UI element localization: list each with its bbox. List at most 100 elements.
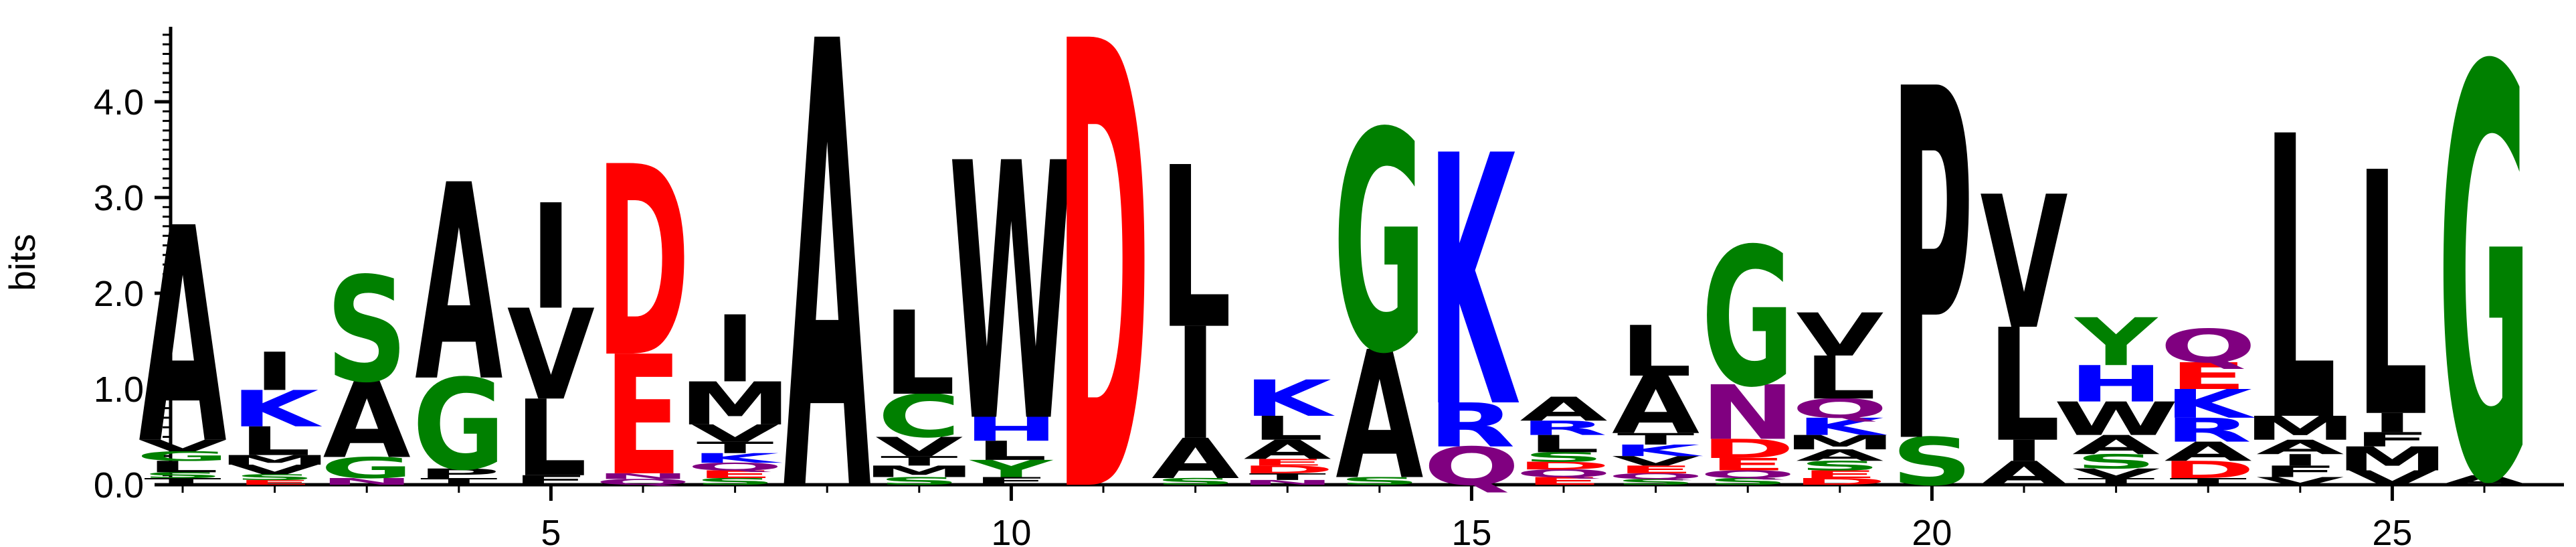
logo-letter-v: V — [2349, 467, 2436, 489]
logo-letter-y: Y — [968, 455, 1053, 483]
logo-letter-s: S — [1523, 450, 1604, 465]
logo-letter-w: W — [2053, 392, 2179, 446]
logo-letter-g: G — [1333, 70, 1426, 420]
logo-letter-r: R — [2165, 411, 2251, 449]
logo-letter-k: K — [1796, 413, 1888, 441]
logo-letter-n: N — [319, 476, 414, 487]
logo-letter-q: Q — [1699, 469, 1796, 481]
logo-letter-k: K — [1244, 370, 1336, 428]
y-tick-label: 1.0 — [94, 370, 144, 410]
logo-letter-p: P — [1890, 0, 1973, 547]
y-tick-label: 0.0 — [94, 465, 144, 505]
y-tick-label: 4.0 — [94, 82, 144, 123]
logo-letter-d: D — [2161, 456, 2256, 483]
logo-letter-s: S — [1707, 476, 1788, 487]
logo-letter-l: L — [1804, 344, 1876, 413]
logo-letter-e: E — [697, 469, 774, 481]
logo-letter-k: K — [1428, 84, 1520, 485]
logo-letter-a: A — [1980, 455, 2067, 493]
logo-letter-e: E — [2169, 355, 2247, 398]
logo-letter-s: S — [1339, 475, 1420, 487]
logo-letter-m: M — [862, 463, 976, 481]
logo-letter-v: V — [2072, 466, 2160, 481]
logo-letter-l: L — [2356, 102, 2428, 493]
logo-letter-e: E — [1801, 469, 1879, 481]
logo-letter-h: H — [963, 410, 1059, 449]
logo-letter-r: R — [1520, 416, 1607, 439]
logo-letter-m: M — [218, 453, 331, 468]
logo-letter-q: Q — [687, 461, 784, 473]
logo-letter-l: L — [1988, 296, 2060, 476]
logo-letter-v: V — [691, 420, 779, 447]
logo-letter-l: L — [1160, 121, 1232, 379]
logo-letter-d: D — [1240, 463, 1335, 475]
logo-letter-w: W — [949, 90, 1074, 501]
logo-letter-a: A — [1244, 435, 1331, 465]
logo-letter-t: T — [2078, 476, 2155, 487]
logo-letter-a: A — [1152, 427, 1239, 491]
logo-letter-e: E — [236, 479, 314, 486]
logo-letter-q: Q — [1423, 437, 1520, 498]
logo-letter-s: S — [234, 473, 316, 482]
logo-letter-i: I — [2279, 451, 2321, 469]
logo-letter-y: Y — [2074, 305, 2158, 381]
logo-letter-m: M — [1783, 431, 1896, 454]
logo-letter-d: D — [1792, 476, 1887, 487]
y-tick-label: 2.0 — [94, 274, 144, 314]
logo-letter-l: L — [883, 287, 955, 422]
logo-letter-e: E — [1617, 463, 1695, 475]
logo-letter-v: V — [875, 432, 963, 463]
logo-letter-s: S — [1615, 477, 1697, 487]
x-tick-label: 5 — [541, 513, 561, 547]
logo-letter-i: I — [254, 341, 296, 403]
logo-letter-l: L — [1528, 430, 1600, 457]
logo-letter-f: F — [2354, 428, 2431, 451]
logo-letter-h: H — [2069, 356, 2164, 414]
logo-letter-d: D — [1517, 460, 1611, 472]
logo-letter-k: K — [2165, 381, 2257, 427]
logo-letter-g: G — [1701, 208, 1795, 429]
logo-letter-n: N — [1700, 370, 1795, 457]
logo-letter-a: A — [2072, 430, 2160, 461]
logo-letter-t: T — [697, 439, 774, 457]
logo-letter-i: I — [2371, 408, 2413, 439]
logo-letter-s: S — [1891, 424, 1972, 500]
logo-letter-e: E — [1249, 457, 1326, 468]
logo-letter-s: S — [1155, 476, 1236, 487]
logo-letter-c: C — [878, 382, 961, 451]
x-tick-label: 20 — [1912, 513, 1952, 547]
logo-letter-v: V — [139, 437, 227, 455]
logo-letter-a: A — [2256, 436, 2344, 459]
y-axis-label: bits — [1, 234, 43, 291]
logo-letter-v: V — [2256, 475, 2344, 487]
logo-letter-e: E — [1525, 475, 1602, 487]
logo-letter-a: A — [784, 0, 872, 547]
logo-letter-a: A — [1520, 390, 1607, 428]
logo-letter-v: V — [1796, 301, 1883, 370]
logo-letter-t: T — [144, 476, 221, 487]
logo-letter-e: E — [1709, 455, 1786, 475]
y-axis-ticks: 0.0 1.0 2.0 3.0 4.0 — [94, 33, 171, 505]
logo-letter-s: S — [1799, 458, 1881, 473]
logo-letter-i: I — [714, 297, 756, 403]
logo-letter-s: S — [695, 476, 776, 487]
logo-letter-s: S — [326, 246, 407, 414]
logo-letter-l: L — [147, 458, 219, 476]
logo-letter-l: L — [2264, 55, 2336, 507]
logo-letter-v: V — [1980, 157, 2067, 370]
logo-letter-l: L — [239, 418, 311, 465]
logo-letter-t: T — [2169, 476, 2247, 487]
logo-letter-k: K — [231, 380, 323, 439]
logo-letter-g: G — [412, 354, 505, 499]
logo-letter-g: G — [2437, 0, 2531, 547]
logo-letter-a: A — [1796, 446, 1884, 464]
logo-letter-g: G — [320, 451, 413, 485]
logo-letter-a: A — [415, 128, 503, 441]
logo-letter-n: N — [595, 472, 691, 481]
logo-letter-v: V — [231, 462, 318, 477]
logo-letter-l: L — [515, 378, 587, 501]
logo-letter-q: Q — [595, 477, 691, 487]
logo-letter-e: E — [604, 321, 682, 512]
logo-letter-s: S — [2076, 450, 2157, 473]
